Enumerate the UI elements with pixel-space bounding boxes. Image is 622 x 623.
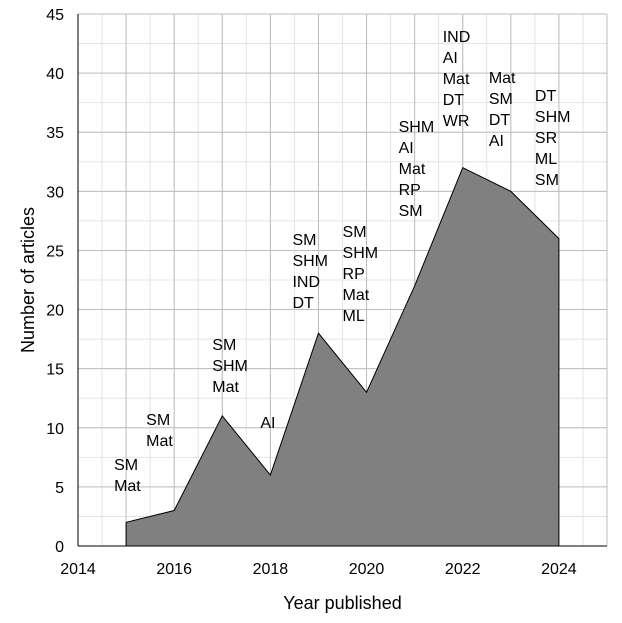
y-tick-label: 10 (46, 421, 64, 438)
y-tick-labels: 0 5 10 15 20 25 30 35 40 45 (46, 7, 64, 556)
annotation-label: DT (535, 88, 557, 105)
annotation-label: SHM (535, 109, 571, 126)
x-tick-label: 2018 (253, 561, 289, 578)
annotation-label: Mat (114, 478, 141, 495)
x-tick-label: 2016 (156, 561, 192, 578)
annotation-label: DT (489, 112, 511, 129)
y-tick-label: 15 (46, 362, 64, 379)
x-tick-label: 2024 (541, 561, 577, 578)
area-series (125, 167, 560, 547)
annotation-label: SHM (292, 253, 328, 270)
x-axis-title: Year published (283, 593, 401, 613)
annotation-label: RP (399, 182, 421, 199)
annotation-label: AI (489, 133, 504, 150)
annotation-label: DT (292, 295, 314, 312)
x-tick-label: 2020 (349, 561, 385, 578)
annotation-label: ML (343, 308, 365, 325)
annotation-label: IND (443, 29, 471, 46)
y-tick-label: 0 (55, 539, 64, 556)
annotation-label: Mat (489, 70, 516, 87)
annotation-label: DT (443, 92, 465, 109)
annotation-label: RP (343, 266, 365, 283)
annotation-label: Mat (443, 71, 470, 88)
y-tick-label: 35 (46, 125, 64, 142)
axes (77, 14, 607, 547)
y-axis-title: Number of articles (18, 207, 38, 353)
y-tick-label: 20 (46, 303, 64, 320)
annotation-label: SM (399, 203, 423, 220)
x-tick-labels: 2014 2016 2018 2020 2022 2024 (60, 561, 577, 578)
y-tick-label: 40 (46, 66, 64, 83)
annotation-label: SR (535, 130, 557, 147)
annotation-label: AI (399, 140, 414, 157)
annotation-label: IND (292, 274, 320, 291)
annotation-label: SHM (399, 119, 435, 136)
annotation-label: SM (114, 457, 138, 474)
annotation-label: SM (535, 172, 559, 189)
y-tick-label: 5 (55, 480, 64, 497)
annotation-label: SM (212, 337, 236, 354)
annotation-label: AI (260, 415, 275, 432)
annotation-label: SM (343, 224, 367, 241)
annotation-label: SM (146, 412, 170, 429)
annotation-label: WR (443, 113, 470, 130)
y-tick-label: 45 (46, 7, 64, 24)
annotations: SM Mat SM Mat SM SHM Mat AI SM SHM IND DT SM SHM RP Mat… (114, 29, 571, 495)
annotation-label: Mat (343, 287, 370, 304)
x-tick-label: 2022 (445, 561, 481, 578)
y-tick-label: 25 (46, 243, 64, 260)
y-tick-label: 30 (46, 184, 64, 201)
annotation-label: SHM (343, 245, 379, 262)
x-tick-label: 2014 (60, 561, 96, 578)
annotation-label: ML (535, 151, 557, 168)
annotation-label: Mat (399, 161, 426, 178)
annotation-label: AI (443, 50, 458, 67)
annotation-label: SHM (212, 358, 248, 375)
annotation-label: Mat (146, 433, 173, 450)
annotation-label: SM (292, 232, 316, 249)
annotation-label: Mat (212, 379, 239, 396)
annotation-label: SM (489, 91, 513, 108)
